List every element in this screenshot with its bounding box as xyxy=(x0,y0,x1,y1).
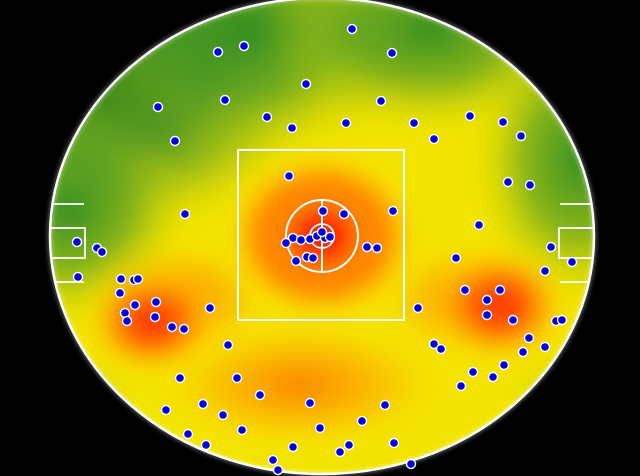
event-point xyxy=(473,219,485,231)
event-point xyxy=(267,454,279,466)
event-point xyxy=(507,314,519,326)
event-point xyxy=(132,273,144,285)
event-point xyxy=(174,372,186,384)
event-point xyxy=(72,271,84,283)
event-point xyxy=(197,398,209,410)
event-point xyxy=(115,273,127,285)
event-point xyxy=(343,439,355,451)
centre-square xyxy=(237,149,405,321)
event-point xyxy=(340,117,352,129)
event-point xyxy=(356,415,368,427)
event-point xyxy=(286,122,298,134)
event-point xyxy=(152,101,164,113)
event-point xyxy=(307,252,319,264)
event-point xyxy=(386,47,398,59)
event-point xyxy=(166,321,178,333)
event-point xyxy=(387,205,399,217)
event-point xyxy=(71,236,83,248)
event-point xyxy=(150,296,162,308)
event-point xyxy=(481,294,493,306)
boundary-oval xyxy=(48,0,596,476)
event-point xyxy=(379,399,391,411)
event-point xyxy=(502,176,514,188)
heat-hotspot-left-pocket xyxy=(80,264,224,380)
event-point xyxy=(290,255,302,267)
event-point xyxy=(316,226,328,238)
event-point xyxy=(222,339,234,351)
event-point xyxy=(280,237,292,249)
event-point xyxy=(566,256,578,268)
event-point xyxy=(455,380,467,392)
event-point xyxy=(361,241,373,253)
event-point xyxy=(200,439,212,451)
event-point xyxy=(129,299,141,311)
event-point xyxy=(231,372,243,384)
event-point xyxy=(204,302,216,314)
event-point xyxy=(497,116,509,128)
event-point xyxy=(217,409,229,421)
event-point xyxy=(539,341,551,353)
event-point xyxy=(375,95,387,107)
event-point xyxy=(300,78,312,90)
event-point xyxy=(412,302,424,314)
event-point xyxy=(467,366,479,378)
event-point xyxy=(324,231,336,243)
event-point xyxy=(114,287,126,299)
event-point xyxy=(481,309,493,321)
event-point xyxy=(556,314,568,326)
event-point xyxy=(179,208,191,220)
event-point xyxy=(338,208,350,220)
event-point xyxy=(254,389,266,401)
event-point xyxy=(545,241,557,253)
event-point xyxy=(515,130,527,142)
event-point xyxy=(287,441,299,453)
event-point xyxy=(459,284,471,296)
event-point xyxy=(121,315,133,327)
event-point xyxy=(236,424,248,436)
event-point xyxy=(334,446,346,458)
event-point xyxy=(524,179,536,191)
event-point xyxy=(295,234,307,246)
event-point xyxy=(494,284,506,296)
event-point xyxy=(487,371,499,383)
event-point xyxy=(314,422,326,434)
event-point xyxy=(346,23,358,35)
event-point xyxy=(388,437,400,449)
event-point xyxy=(371,242,383,254)
event-scatter xyxy=(71,23,578,476)
heat-hotspot-right-pocket xyxy=(428,244,572,368)
event-point xyxy=(212,46,224,58)
event-point xyxy=(160,404,172,416)
event-point xyxy=(96,246,108,258)
event-point xyxy=(272,464,284,476)
event-point xyxy=(219,94,231,106)
event-point xyxy=(317,205,329,217)
event-point xyxy=(169,135,181,147)
event-point xyxy=(539,265,551,277)
event-point xyxy=(261,111,273,123)
event-point xyxy=(178,323,190,335)
event-point xyxy=(428,338,440,350)
event-point xyxy=(450,252,462,264)
event-point xyxy=(523,332,535,344)
event-point xyxy=(283,170,295,182)
event-point xyxy=(428,133,440,145)
event-point xyxy=(149,311,161,323)
event-point xyxy=(498,359,510,371)
event-point xyxy=(517,346,529,358)
event-point xyxy=(182,428,194,440)
event-point xyxy=(238,40,250,52)
event-point xyxy=(304,397,316,409)
event-point xyxy=(408,117,420,129)
event-point xyxy=(405,458,417,470)
event-point xyxy=(435,343,447,355)
event-point xyxy=(464,110,476,122)
